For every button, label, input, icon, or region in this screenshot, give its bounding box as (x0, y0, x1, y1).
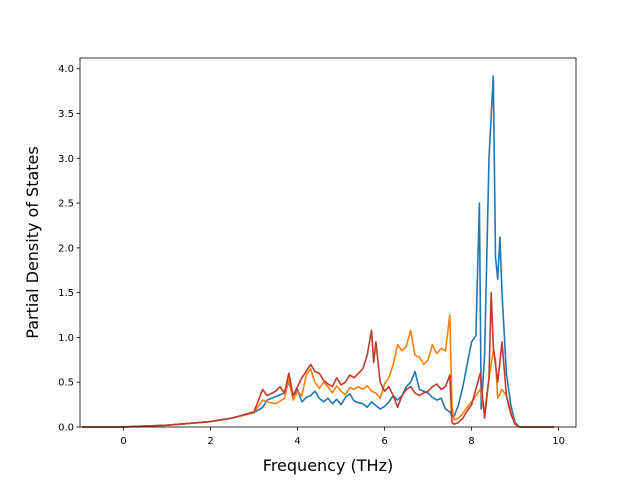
y-tick-label: 1.5 (58, 288, 74, 299)
y-tick-label: 0.0 (58, 423, 74, 434)
x-axis-ticks: 0 2 4 6 8 10 (120, 427, 565, 447)
y-tick-label: 3.5 (58, 109, 74, 120)
y-tick-label: 1.0 (58, 333, 74, 344)
series-layer (82, 75, 555, 428)
x-tick-label: 0 (120, 436, 126, 447)
y-tick-label: 3.0 (58, 154, 74, 165)
y-tick-label: 0.5 (58, 378, 74, 389)
series-line-3 (82, 291, 555, 428)
y-tick-label: 4.0 (58, 64, 74, 75)
x-tick-label: 6 (381, 436, 387, 447)
plot-frame (79, 57, 577, 428)
y-axis-title: Partial Density of States (23, 146, 42, 338)
series-line-2 (82, 314, 555, 428)
x-axis-title: Frequency (THz) (263, 456, 393, 475)
y-tick-label: 2.5 (58, 199, 74, 210)
series-line-1 (82, 75, 555, 428)
y-tick-label: 2.0 (58, 243, 74, 254)
x-tick-label: 8 (468, 436, 474, 447)
x-tick-label: 2 (207, 436, 213, 447)
x-tick-label: 10 (552, 436, 565, 447)
x-tick-label: 4 (294, 436, 300, 447)
y-axis-ticks: 0.0 0.5 1.0 1.5 2.0 2.5 3.0 3.5 4.0 (58, 64, 80, 434)
